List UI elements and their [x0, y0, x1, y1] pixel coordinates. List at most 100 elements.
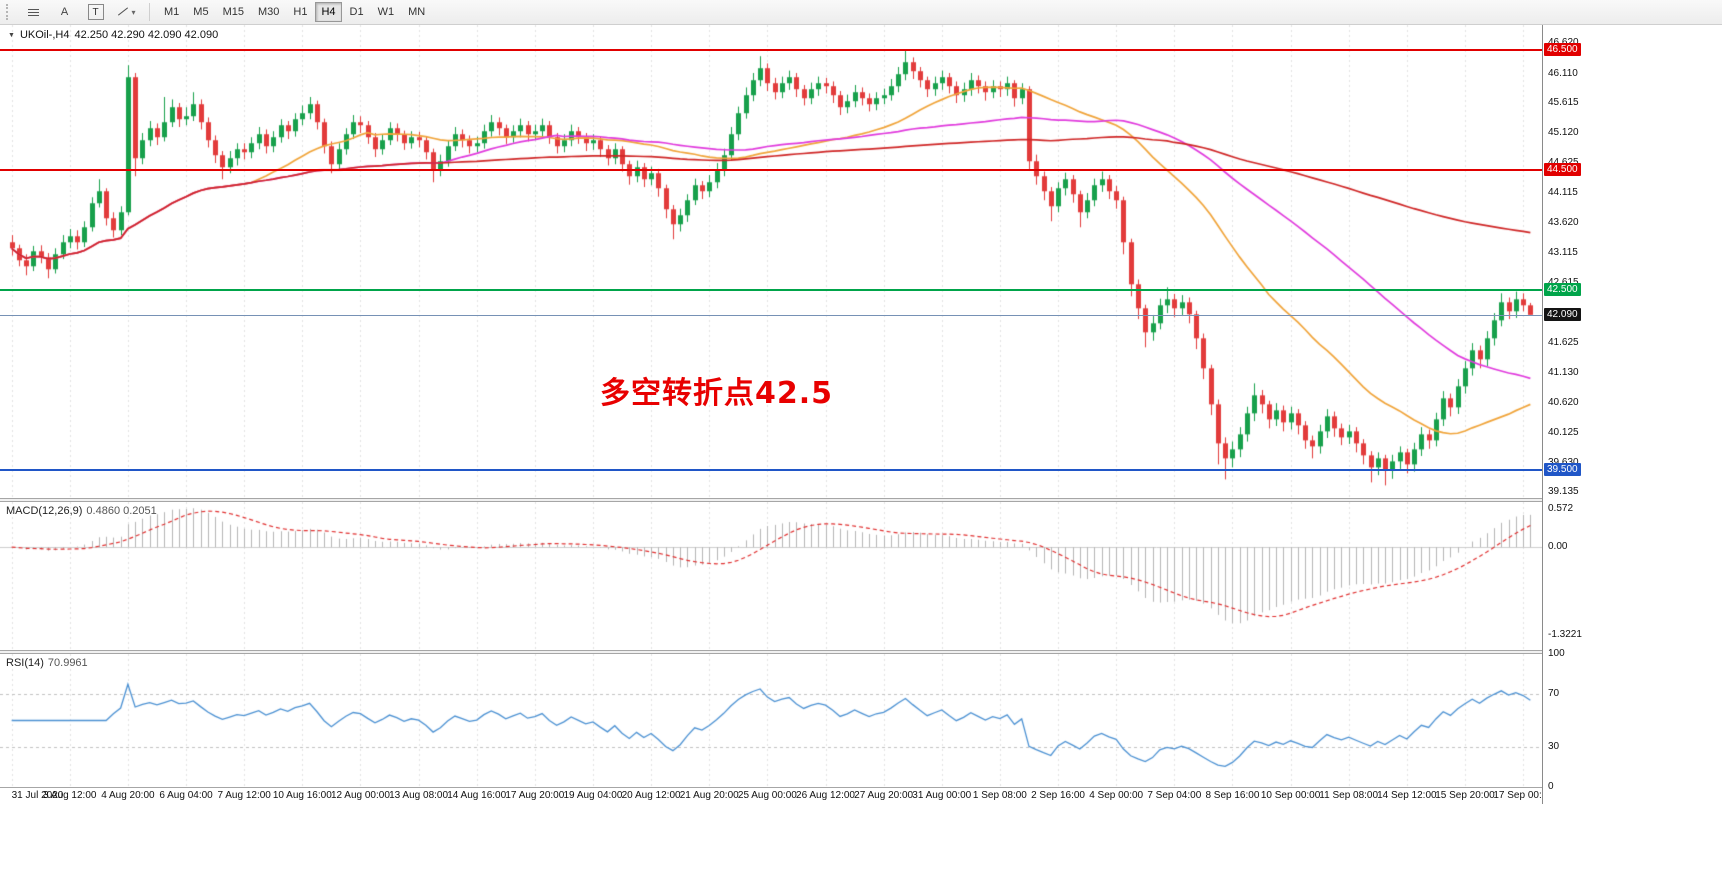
macd-canvas[interactable] — [0, 502, 1542, 650]
timeframe-button-w1[interactable]: W1 — [377, 6, 395, 18]
date-axis-label: 1 Sep 08:00 — [972, 790, 1027, 801]
timeframe-button-d1[interactable]: D1 — [349, 6, 364, 18]
toolbar-grip[interactable] — [6, 4, 11, 20]
macd-pane: MACD(12,26,9) 0.4860 0.2051 — [0, 502, 1542, 650]
rsi-value: 70.9961 — [47, 657, 88, 669]
date-axis-label: 19 Aug 04:00 — [563, 790, 623, 801]
date-axis-label: 31 Jul 2020 — [11, 790, 64, 801]
rsi-title: RSI(14) — [6, 657, 44, 669]
rsi-axis-label: 100 — [1548, 648, 1565, 659]
rsi-axis-label: 70 — [1548, 687, 1560, 699]
price-axis-label: 41.130 — [1548, 366, 1579, 378]
chart-bottom-border — [0, 787, 1542, 788]
toolbar: A T ▾ M1 M5 M15 M30 H1 H4 D1 W1 MN — [0, 0, 1722, 25]
candlestick-chart-canvas[interactable] — [0, 25, 1542, 498]
macd-label: MACD(12,26,9) 0.4860 0.2051 — [6, 505, 157, 517]
date-axis-label: 13 Aug 08:00 — [389, 790, 449, 801]
price-axis-label: 44.625 — [1548, 156, 1579, 168]
current-price-badge: 42.090 — [1544, 307, 1581, 321]
rsi-canvas[interactable] — [0, 654, 1542, 787]
date-axis-label: 31 Aug 00:00 — [912, 790, 972, 801]
pane-splitter[interactable] — [0, 650, 1542, 654]
date-axis-label: 4 Sep 00:00 — [1089, 790, 1144, 801]
timeframe-group: M1 M5 M15 M30 H1 H4 D1 W1 MN — [158, 2, 431, 22]
timeframe-button-h1[interactable]: H1 — [293, 6, 308, 18]
symbol-dropdown-icon[interactable]: ▼ — [8, 31, 15, 39]
symbol-timeframe-label: UKOil-,H4 — [19, 29, 70, 41]
price-axis-label: 44.115 — [1548, 187, 1578, 199]
price-axis-label: 43.620 — [1548, 217, 1579, 229]
price-axis-label: 39.630 — [1548, 456, 1579, 468]
date-axis-label: 12 Aug 00:00 — [330, 790, 390, 801]
time-axis[interactable]: 31 Jul 2020 3 Aug 12:00 4 Aug 20:00 6 Aug 0… — [0, 789, 1553, 805]
draw-tools-dropdown-button[interactable]: ▾ — [112, 2, 141, 23]
date-axis-label: 17 Aug 20:00 — [505, 790, 565, 801]
price-axis-label: 43.115 — [1548, 247, 1578, 259]
date-axis-label: 3 Aug 12:00 — [43, 790, 97, 801]
rsi-label: RSI(14) 70.9961 — [6, 657, 88, 669]
date-axis-label: 15 Sep 20:00 — [1435, 790, 1495, 801]
price-axis[interactable]: 46.620 46.110 45.615 45.120 44.625 44.115 43.6… — [1542, 25, 1722, 804]
date-axis-label: 14 Sep 12:00 — [1377, 790, 1437, 801]
macd-values: 0.4860 0.2051 — [86, 505, 157, 517]
timeframe-button-mn[interactable]: MN — [408, 6, 426, 18]
date-axis-label: 2 Sep 16:00 — [1031, 790, 1085, 801]
date-axis-label: 6 Aug 04:00 — [159, 790, 213, 801]
ohlc-quote-values: 42.250 42.290 42.090 42.090 — [74, 29, 219, 41]
text-label-tool-button[interactable]: T — [81, 2, 110, 23]
text-label-icon: T — [87, 4, 104, 20]
price-axis-label: 39.135 — [1548, 486, 1579, 498]
date-axis-label: 11 Sep 08:00 — [1319, 790, 1379, 801]
chart-list-tool-button[interactable] — [19, 2, 48, 23]
level-line-39.500[interactable] — [0, 469, 1542, 472]
date-axis-label: 17 Sep 00:00 — [1493, 790, 1553, 801]
rsi-axis-label: 0 — [1548, 781, 1554, 792]
timeframe-button-h4[interactable]: H4 — [315, 2, 342, 22]
price-axis-label: 45.120 — [1548, 127, 1579, 139]
price-axis-label: 40.620 — [1548, 397, 1579, 409]
text-tool-button[interactable]: A — [50, 2, 79, 23]
level-line-44.500[interactable] — [0, 169, 1542, 172]
macd-axis-label: 0.572 — [1548, 503, 1574, 515]
price-axis-label: 46.620 — [1548, 37, 1579, 48]
price-level-badge: 39.500 — [1544, 463, 1581, 477]
date-axis-label: 27 Aug 20:00 — [854, 790, 914, 801]
date-axis-label: 26 Aug 12:00 — [796, 790, 855, 801]
rsi-axis-label: 30 — [1548, 741, 1560, 753]
timeframe-button-m5[interactable]: M5 — [193, 6, 209, 18]
price-axis-label: 45.615 — [1548, 97, 1579, 109]
date-axis-label: 10 Aug 16:00 — [272, 790, 332, 801]
timeframe-button-m30[interactable]: M30 — [257, 6, 280, 18]
price-level-badge: 46.500 — [1544, 43, 1581, 57]
timeframe-button-m15[interactable]: M15 — [222, 6, 244, 18]
price-level-badge: 42.500 — [1544, 283, 1581, 297]
price-axis-label: 42.615 — [1548, 277, 1579, 288]
level-line-42.500[interactable] — [0, 289, 1542, 292]
date-axis-label: 7 Sep 04:00 — [1147, 790, 1202, 801]
text-a-icon: A — [60, 6, 69, 18]
trendline-icon — [117, 6, 129, 18]
main-chart-pane: ▼ UKOil-,H4 42.250 42.290 42.090 42.090 … — [0, 25, 1542, 498]
timeframe-button-m1[interactable]: M1 — [164, 6, 180, 18]
pane-splitter[interactable] — [0, 498, 1542, 502]
lines-icon — [28, 8, 39, 16]
date-axis-label: 21 Aug 20:00 — [679, 790, 739, 801]
price-axis-label: 41.625 — [1548, 336, 1579, 348]
chart-text-annotation[interactable]: 多空转折点42.5 — [600, 376, 834, 411]
chevron-down-icon: ▾ — [131, 7, 136, 17]
price-axis-label: 46.110 — [1548, 67, 1578, 79]
macd-axis-label: 0.00 — [1548, 541, 1568, 553]
rsi-pane: RSI(14) 70.9961 — [0, 654, 1542, 787]
macd-title: MACD(12,26,9) — [6, 505, 83, 517]
level-line-46.500[interactable] — [0, 49, 1542, 52]
price-level-badge: 44.500 — [1544, 163, 1581, 177]
date-axis-label: 14 Aug 16:00 — [447, 790, 507, 801]
macd-axis-label: -1.3221 — [1548, 628, 1582, 640]
date-axis-label: 8 Sep 16:00 — [1205, 790, 1260, 801]
date-axis-label: 20 Aug 12:00 — [621, 790, 681, 801]
date-axis-label: 7 Aug 12:00 — [217, 790, 271, 801]
date-axis-label: 10 Sep 00:00 — [1260, 790, 1321, 801]
toolbar-separator — [149, 3, 150, 21]
current-price-line — [0, 315, 1542, 316]
